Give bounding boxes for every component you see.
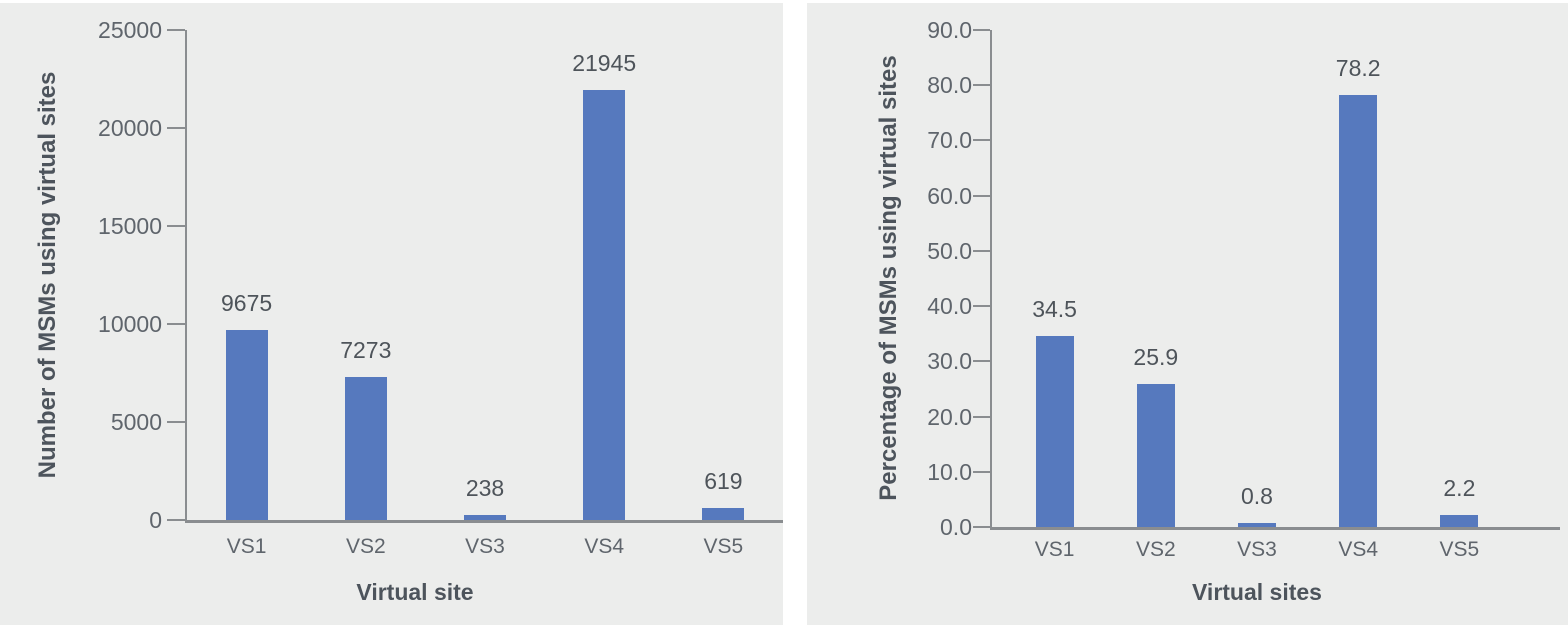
y-tick-label: 20.0 bbox=[927, 403, 972, 430]
y-axis-tick bbox=[973, 526, 990, 528]
bar bbox=[1238, 522, 1276, 527]
bar-value-label: 2.2 bbox=[1443, 474, 1476, 501]
x-tick-label: VS4 bbox=[1338, 538, 1379, 561]
left-plot-area: 0 5000 10000 15000 20000 25000 9675 VS1 7273 VS2 2… bbox=[0, 3, 783, 625]
y-tick-label: 20000 bbox=[98, 115, 162, 141]
x-axis-line bbox=[185, 520, 783, 523]
bar-value-label: 0.8 bbox=[1241, 482, 1273, 509]
y-axis-tick bbox=[167, 323, 185, 325]
x-tick-label: VS2 bbox=[1135, 538, 1176, 561]
y-axis-tick bbox=[973, 29, 990, 31]
y-axis-tick bbox=[973, 470, 990, 473]
right-x-axis-title: Virtual sites bbox=[1192, 579, 1322, 605]
bar-value-label: 34.5 bbox=[1032, 296, 1077, 323]
y-axis-tick bbox=[973, 194, 990, 197]
bar bbox=[1440, 514, 1479, 527]
bar bbox=[1035, 336, 1074, 527]
bar bbox=[1339, 95, 1378, 527]
bar-value-label: 619 bbox=[704, 467, 743, 494]
bar bbox=[583, 89, 626, 520]
y-axis-tick bbox=[167, 127, 185, 129]
left-chart-panel: Number of MSMs using virtual sites 0 5000… bbox=[0, 3, 783, 625]
x-tick-label: VS3 bbox=[465, 535, 505, 558]
x-tick-label: VS5 bbox=[703, 535, 744, 558]
y-tick-label: 80.0 bbox=[927, 72, 972, 99]
y-axis-tick bbox=[167, 519, 185, 521]
y-axis-tick bbox=[973, 249, 990, 252]
y-axis-tick bbox=[973, 305, 990, 308]
x-axis-line bbox=[990, 527, 1560, 530]
y-axis-line bbox=[185, 30, 187, 520]
y-tick-label: 60.0 bbox=[927, 182, 972, 209]
y-tick-label: 50.0 bbox=[927, 237, 972, 264]
x-tick-label: VS4 bbox=[584, 535, 625, 558]
y-tick-label: 0 bbox=[149, 507, 162, 533]
bar bbox=[344, 377, 387, 520]
y-tick-label: 25000 bbox=[98, 17, 162, 43]
bar-value-label: 9675 bbox=[221, 290, 273, 317]
left-x-axis-title: Virtual site bbox=[356, 579, 474, 605]
y-axis-tick bbox=[167, 29, 185, 31]
y-axis-tick bbox=[973, 139, 990, 142]
y-axis-tick bbox=[973, 84, 990, 87]
right-chart-panel: Percentage of MSMs using virtual sites 0… bbox=[807, 3, 1568, 625]
y-tick-label: 10000 bbox=[98, 311, 162, 337]
y-tick-label: 0.0 bbox=[940, 514, 972, 540]
y-tick-label: 5000 bbox=[110, 409, 162, 435]
y-axis-tick bbox=[973, 415, 990, 418]
y-axis-tick bbox=[973, 360, 990, 363]
bar bbox=[225, 330, 268, 520]
bar-value-label: 25.9 bbox=[1133, 343, 1179, 370]
x-tick-label: VS3 bbox=[1237, 538, 1277, 561]
bar bbox=[464, 515, 506, 520]
y-axis-line bbox=[990, 30, 992, 527]
x-tick-label: VS2 bbox=[345, 535, 386, 558]
x-tick-label: VS1 bbox=[226, 535, 267, 558]
y-tick-label: 10.0 bbox=[927, 458, 972, 485]
x-tick-label: VS5 bbox=[1439, 538, 1480, 561]
bar bbox=[1136, 383, 1175, 527]
bar-value-label: 7273 bbox=[340, 337, 392, 364]
y-tick-label: 70.0 bbox=[927, 127, 972, 154]
y-tick-label: 40.0 bbox=[927, 293, 972, 320]
bar bbox=[702, 507, 745, 520]
y-axis-tick bbox=[167, 225, 185, 227]
x-tick-label: VS1 bbox=[1034, 538, 1075, 561]
bar-value-label: 78.2 bbox=[1335, 55, 1381, 82]
y-axis-tick bbox=[167, 421, 185, 423]
right-plot-area: 0.0 10.0 20.0 30.0 40.0 50.0 60.0 70.0 80.0 90.0 3… bbox=[807, 3, 1568, 625]
y-tick-label: 15000 bbox=[98, 213, 162, 239]
y-tick-label: 90.0 bbox=[927, 17, 972, 43]
bar-value-label: 238 bbox=[465, 475, 505, 502]
y-tick-label: 30.0 bbox=[927, 348, 972, 375]
bar-value-label: 21945 bbox=[572, 49, 637, 76]
